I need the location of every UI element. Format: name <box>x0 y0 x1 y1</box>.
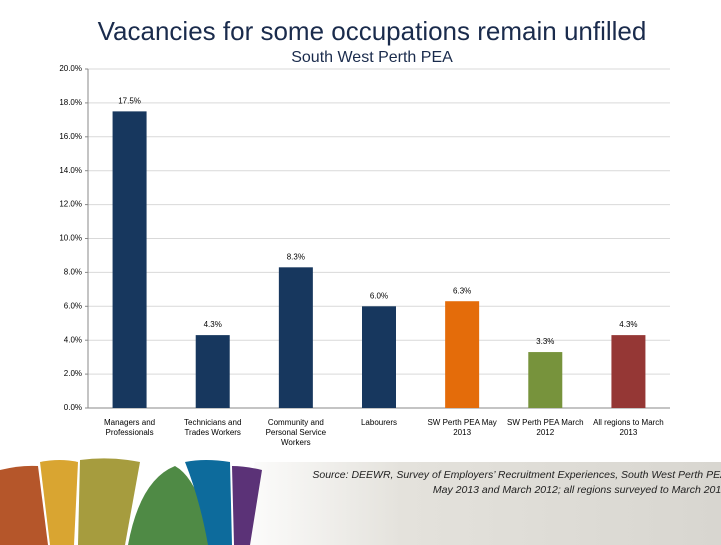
x-tick-label: SW Perth PEA March 2012 <box>505 418 585 438</box>
y-tick-label: 20.0% <box>59 64 82 73</box>
value-label: 4.3% <box>204 320 222 329</box>
value-label: 6.3% <box>453 286 471 295</box>
y-tick-label: 2.0% <box>64 369 82 378</box>
x-tick-label: Technicians and Trades Workers <box>173 418 253 438</box>
slide: Vacancies for some occupations remain un… <box>0 0 721 545</box>
y-tick-label: 16.0% <box>59 132 82 141</box>
x-tick-label: Community and Personal Service Workers <box>256 418 336 448</box>
bar <box>445 301 479 408</box>
x-tick-label: SW Perth PEA May 2013 <box>422 418 502 438</box>
y-tick-label: 18.0% <box>59 98 82 107</box>
bar <box>279 267 313 408</box>
chart-title: Vacancies for some occupations remain un… <box>98 16 647 46</box>
bar <box>113 111 147 408</box>
value-label: 17.5% <box>118 96 141 105</box>
value-label: 6.0% <box>370 291 388 300</box>
value-label: 4.3% <box>619 320 637 329</box>
value-label: 3.3% <box>536 337 554 346</box>
y-tick-label: 10.0% <box>59 234 82 243</box>
source-note: Source: DEEWR, Survey of Employers’ Recr… <box>290 468 721 498</box>
x-tick-label: All regions to March 2013 <box>588 418 668 438</box>
chart-subtitle: South West Perth PEA <box>291 49 453 66</box>
y-tick-label: 12.0% <box>59 200 82 209</box>
bar <box>362 306 396 408</box>
chart: Vacancies for some occupations remain un… <box>0 0 721 545</box>
value-label: 8.3% <box>287 252 305 261</box>
y-tick-label: 6.0% <box>64 301 82 310</box>
x-tick-label: Managers and Professionals <box>90 418 170 438</box>
y-tick-label: 8.0% <box>64 268 82 277</box>
x-tick-label: Labourers <box>339 418 419 428</box>
y-tick-label: 0.0% <box>64 403 82 412</box>
y-tick-label: 4.0% <box>64 335 82 344</box>
bar <box>528 352 562 408</box>
bar <box>611 335 645 408</box>
bar <box>196 335 230 408</box>
y-tick-label: 14.0% <box>59 166 82 175</box>
